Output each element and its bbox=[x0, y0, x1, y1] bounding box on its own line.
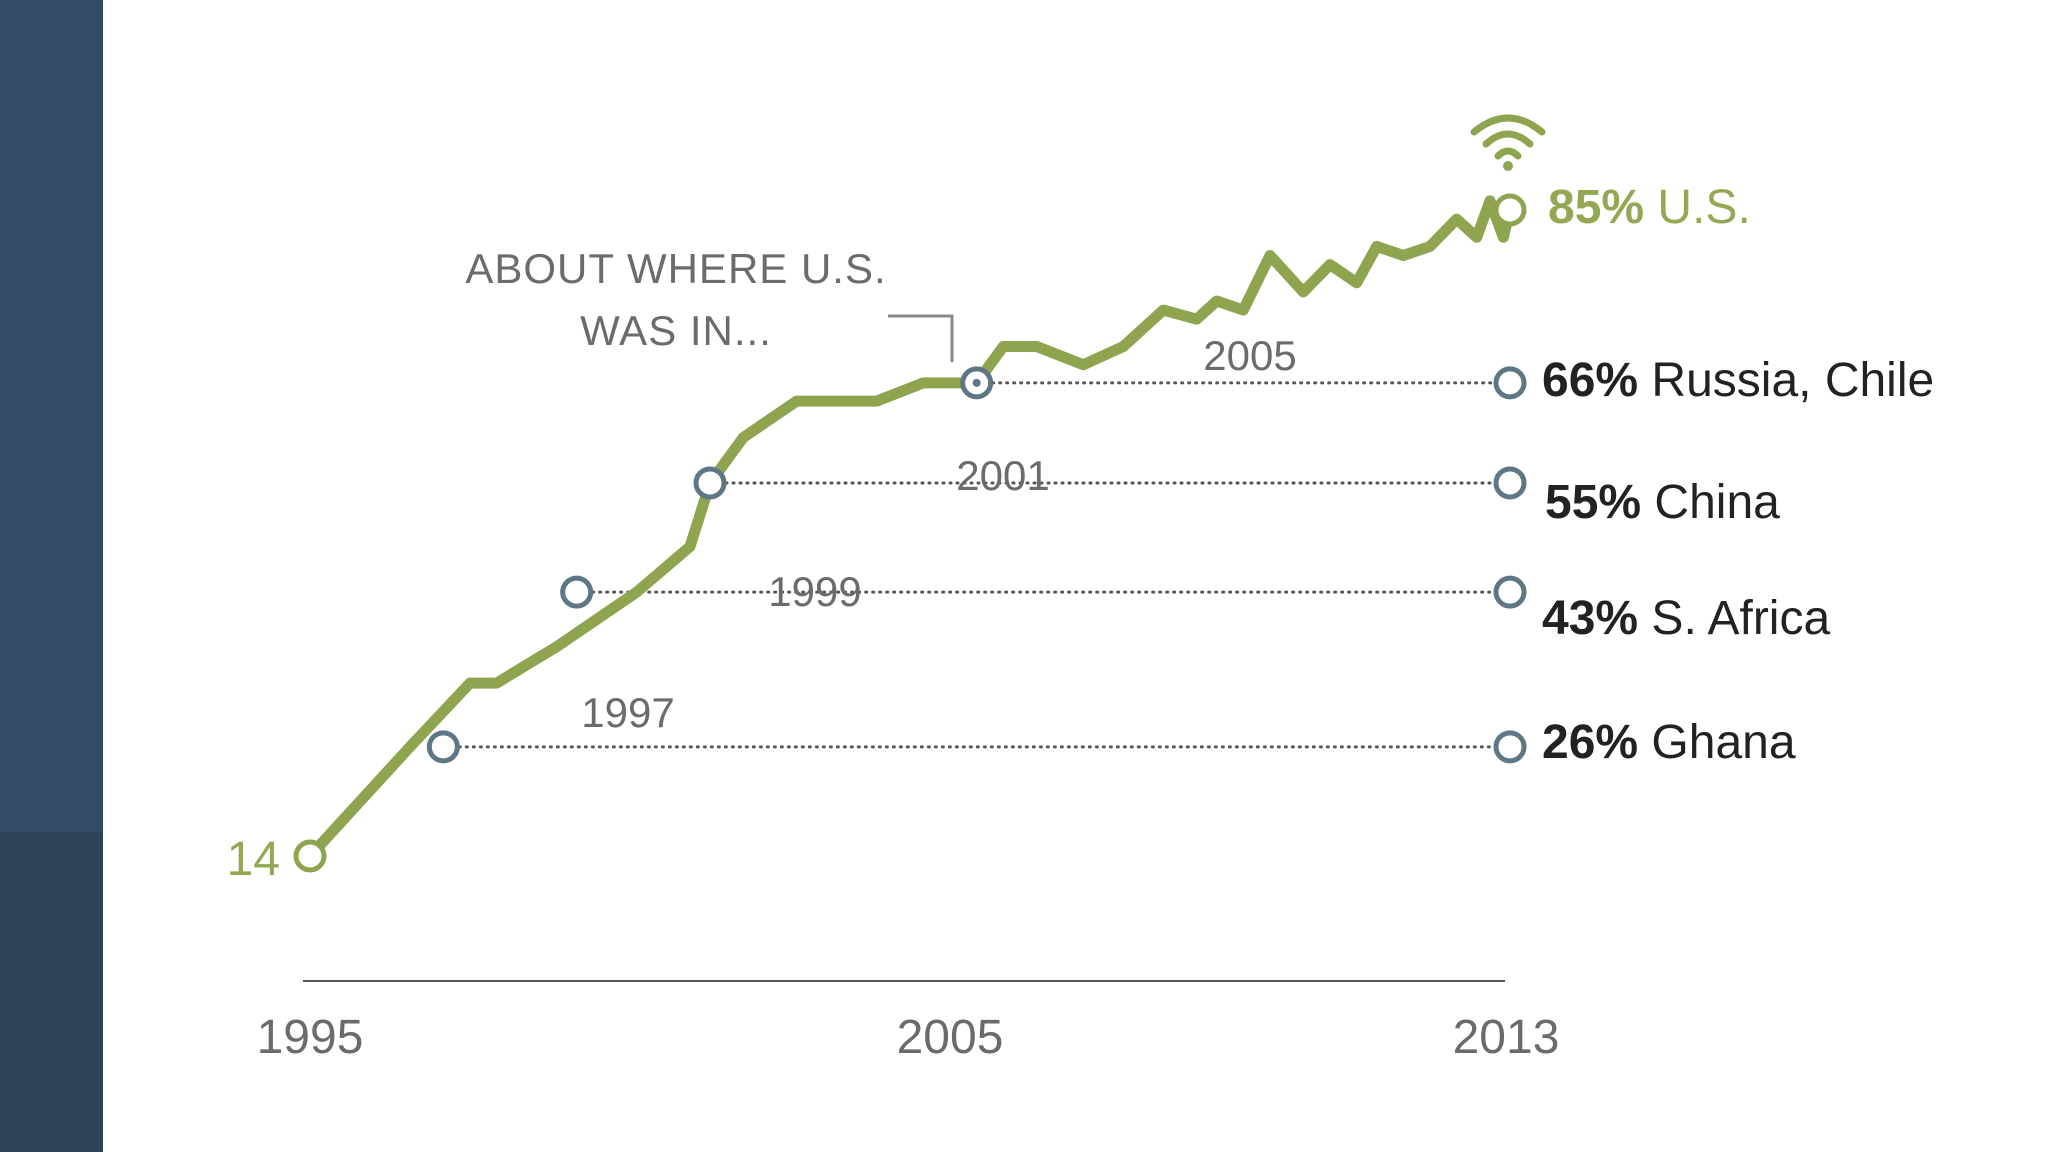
us-end-name: U.S. bbox=[1657, 181, 1750, 234]
start-marker bbox=[293, 839, 327, 873]
comparison-label-russia-chile: 66% Russia, Chile bbox=[1542, 354, 1934, 407]
us-end-pct: 85% bbox=[1548, 181, 1644, 234]
start-value-label: 14 bbox=[227, 833, 280, 886]
year-label-1997: 1997 bbox=[581, 689, 674, 736]
sidebar-panel-top bbox=[0, 0, 103, 832]
year-label-2005: 2005 bbox=[1203, 332, 1296, 379]
comparison-pct-russia-chile: 66% bbox=[1542, 354, 1638, 407]
comparison-name-russia-chile: Russia, Chile bbox=[1651, 354, 1934, 407]
x-tick-label-2005: 2005 bbox=[897, 1011, 1004, 1064]
comparison-name-china: China bbox=[1654, 476, 1780, 529]
annotation-leader-line bbox=[888, 314, 954, 362]
annotation-line-1: ABOUT WHERE U.S. bbox=[465, 245, 886, 292]
us-end-label: 85% U.S. bbox=[1548, 181, 1751, 234]
us-year-marker-2005-center bbox=[972, 378, 981, 387]
us-year-marker-2001 bbox=[693, 466, 727, 500]
country-marker-ghana bbox=[1493, 730, 1527, 764]
year-label-2001: 2001 bbox=[956, 452, 1049, 499]
wifi-icon bbox=[1470, 114, 1546, 171]
sidebar-panel-bottom bbox=[0, 832, 103, 1152]
country-marker-s-africa bbox=[1493, 575, 1527, 609]
comparison-lines-group bbox=[457, 381, 1496, 749]
markers-group bbox=[293, 193, 1527, 873]
end-marker-us bbox=[1493, 193, 1527, 227]
us-year-marker-1997 bbox=[426, 730, 460, 764]
comparison-name-ghana: Ghana bbox=[1651, 716, 1795, 769]
x-tick-label-2013: 2013 bbox=[1453, 1011, 1560, 1064]
comparison-pct-china: 55% bbox=[1545, 476, 1641, 529]
us-series-line bbox=[304, 195, 1516, 862]
country-marker-russia-chile bbox=[1493, 366, 1527, 400]
comparison-pct-s-africa: 43% bbox=[1542, 592, 1638, 645]
comparison-label-ghana: 26% Ghana bbox=[1542, 716, 1796, 769]
annotation-line-2: WAS IN... bbox=[580, 307, 772, 354]
comparison-label-s-africa: 43% S. Africa bbox=[1542, 592, 1830, 645]
year-label-1999: 1999 bbox=[768, 568, 861, 615]
us-year-marker-1999 bbox=[560, 575, 594, 609]
comparison-pct-ghana: 26% bbox=[1542, 716, 1638, 769]
x-tick-label-1995: 1995 bbox=[257, 1011, 364, 1064]
country-marker-china bbox=[1493, 466, 1527, 500]
comparison-label-china: 55% China bbox=[1545, 476, 1780, 529]
comparison-name-s-africa: S. Africa bbox=[1651, 592, 1830, 645]
